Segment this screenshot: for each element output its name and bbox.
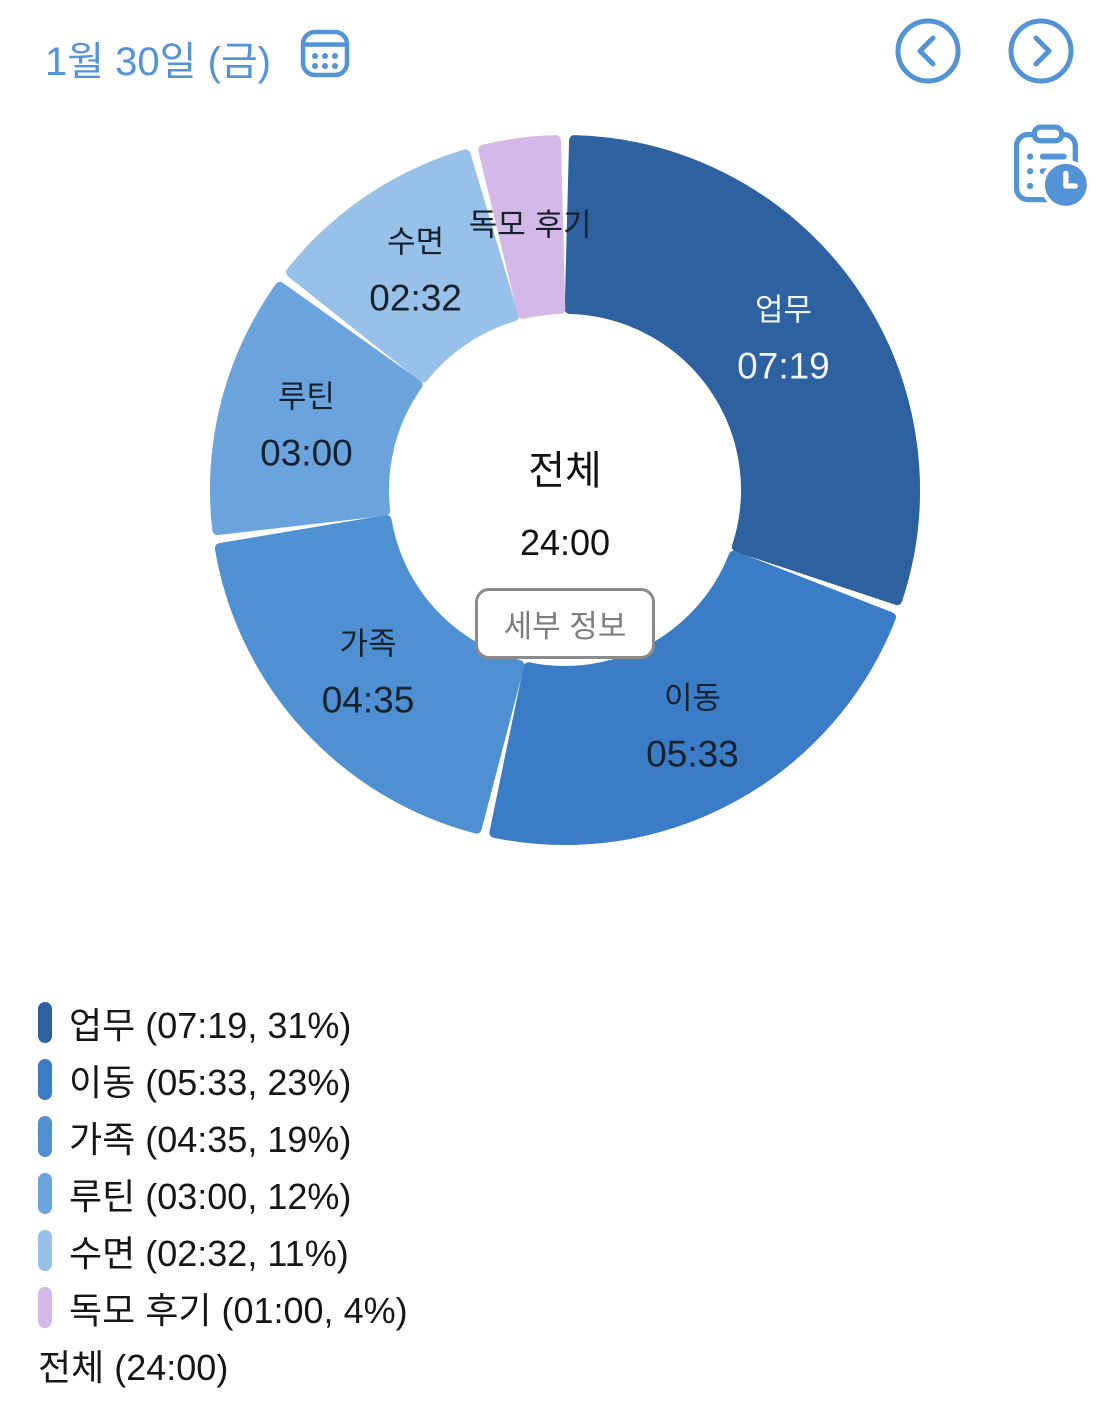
legend-bullet (38, 1116, 52, 1157)
legend-label: 독모 후기 (01:00, 4%) (69, 1289, 408, 1331)
legend-total-row: 전체 (24:00) (38, 1346, 229, 1388)
legend-label: 가족 (04:35, 19%) (69, 1118, 352, 1160)
segment-label: 02:32 (369, 278, 462, 319)
report-button[interactable] (1008, 124, 1092, 211)
legend-bullet (38, 1287, 52, 1328)
legend-item-0: 업무 (07:19, 31%) (38, 994, 408, 1051)
donut-chart[interactable]: 업무 07:19 이동 05:33 가족 04:35 루틴 03:00 수면 02:32 독모 후기 (0, 0, 1120, 960)
segment-label: 업무 (755, 293, 812, 328)
legend-item-5: 독모 후기 (01:00, 4%) (38, 1279, 408, 1336)
legend-item-4: 수면 (02:32, 11%) (38, 1222, 408, 1279)
segment-label: 이동 (664, 681, 721, 716)
legend-bullet (38, 1173, 52, 1214)
legend: 업무 (07:19, 31%) 이동 (05:33, 23%) 가족 (04:35,… (38, 994, 408, 1393)
donut-segment-0[interactable] (564, 135, 920, 606)
segment-label: 07:19 (737, 346, 830, 387)
legend-item-2: 가족 (04:35, 19%) (38, 1108, 408, 1165)
legend-bullet (38, 1002, 52, 1043)
legend-item-3: 루틴 (03:00, 12%) (38, 1165, 408, 1222)
date-picker-button[interactable]: 1월 30일 (금) (45, 26, 351, 90)
legend-label: 이동 (05:33, 23%) (69, 1061, 352, 1103)
calendar-icon (299, 26, 351, 90)
donut-segment-3[interactable] (210, 281, 423, 536)
donut-segment-1[interactable] (489, 550, 897, 845)
segment-label: 04:35 (322, 679, 415, 720)
legend-item-1: 이동 (05:33, 23%) (38, 1051, 408, 1108)
date-label: 1월 30일 (금) (45, 40, 272, 84)
segment-label: 05:33 (646, 734, 739, 775)
legend-label: 수면 (02:32, 11%) (69, 1232, 349, 1274)
legend-bullet (38, 1059, 52, 1100)
details-button[interactable]: 세부 정보 (474, 588, 656, 659)
clipboard-clock-icon (1008, 124, 1092, 211)
donut-segment-5[interactable] (478, 135, 566, 320)
legend-label: 업무 (07:19, 31%) (69, 1004, 352, 1046)
legend-label: 루틴 (03:00, 12%) (69, 1175, 352, 1217)
prev-day-button[interactable] (894, 17, 962, 85)
legend-bullet (38, 1230, 52, 1271)
donut-segment-4[interactable] (285, 149, 519, 383)
segment-label: 가족 (340, 626, 397, 661)
segment-label: 독모 후기 (469, 207, 592, 242)
segment-label: 수면 (387, 225, 444, 260)
chevron-left-circle-icon (894, 18, 962, 88)
donut-segment-2[interactable] (214, 515, 525, 834)
segment-label: 03:00 (260, 432, 353, 473)
segment-label: 루틴 (278, 379, 335, 414)
chevron-right-circle-icon (1007, 18, 1075, 88)
next-day-button[interactable] (1007, 17, 1075, 85)
